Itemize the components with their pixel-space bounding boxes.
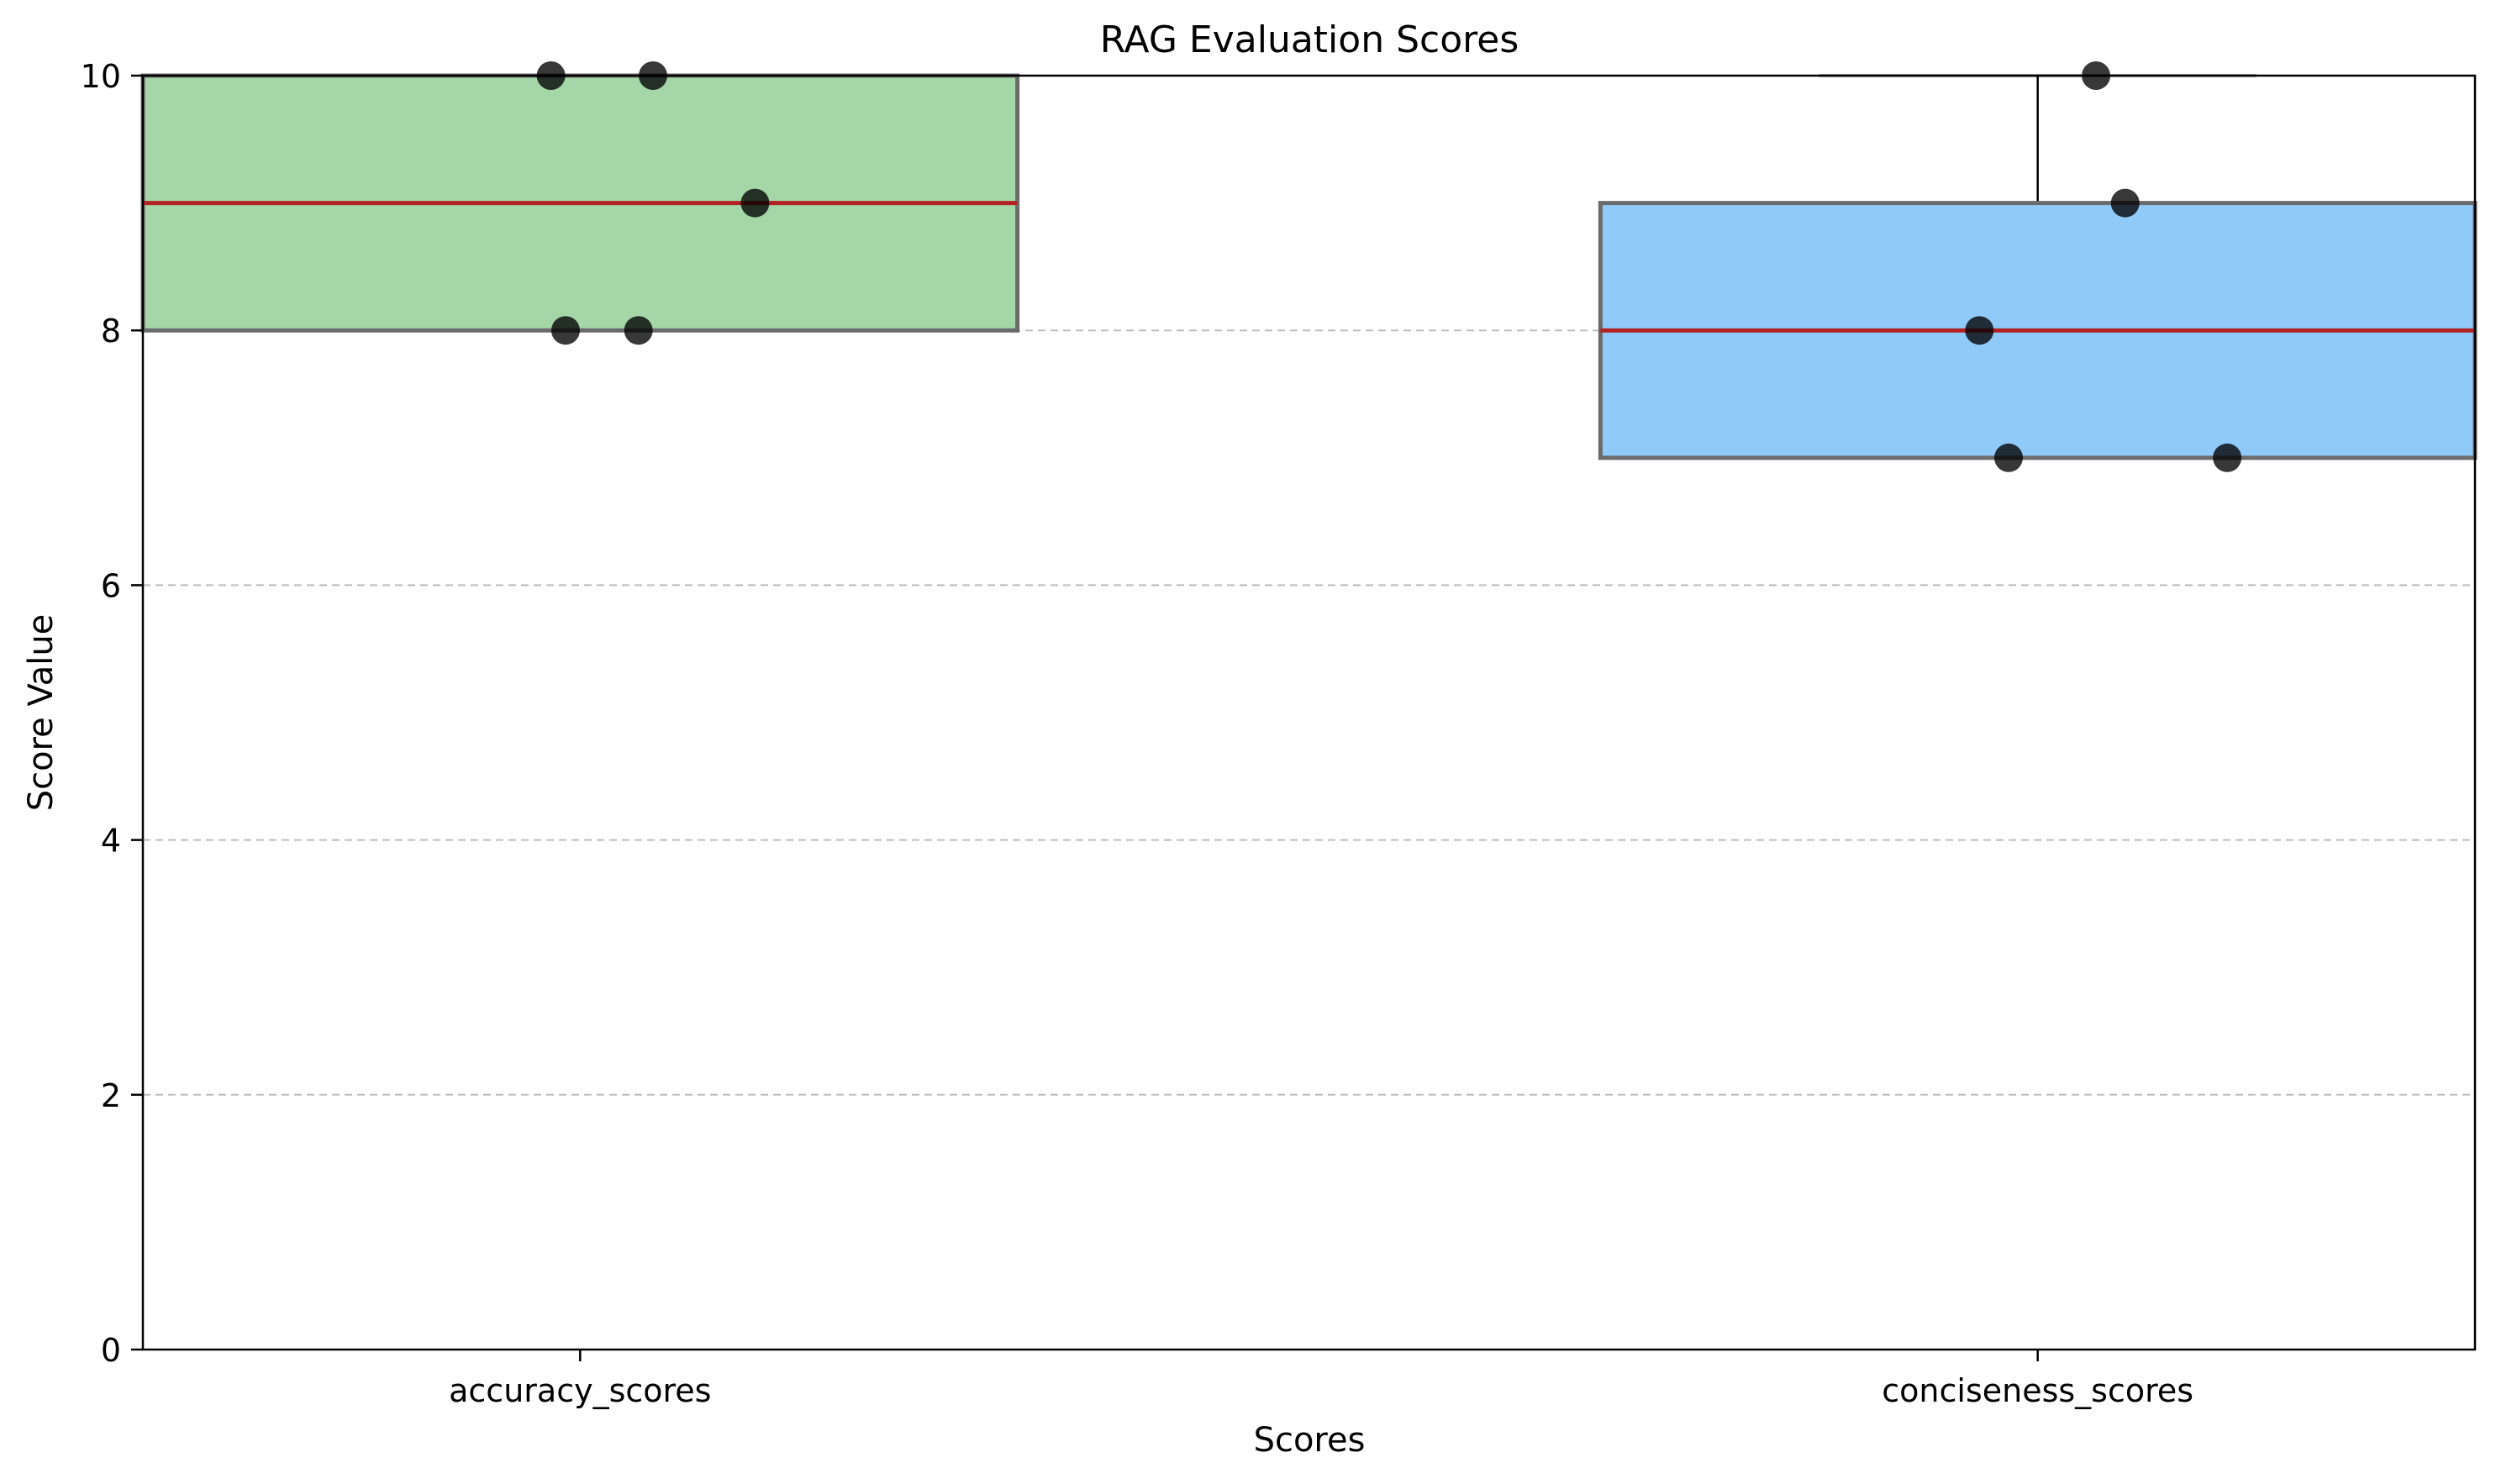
x-tick-label: accuracy_scores <box>449 1372 711 1409</box>
data-point <box>1994 443 2023 472</box>
x-axis-ticks: accuracy_scores conciseness_scores <box>449 1350 2193 1409</box>
y-axis-ticks: 0 2 4 6 8 10 <box>81 58 143 1369</box>
y-tick-label: 6 <box>101 567 121 604</box>
median-lines <box>143 201 2475 333</box>
y-tick-label: 0 <box>101 1332 121 1369</box>
chart-title: RAG Evaluation Scores <box>1100 18 1519 61</box>
x-tick-label: conciseness_scores <box>1882 1372 2193 1409</box>
y-tick-label: 4 <box>101 823 121 860</box>
data-point <box>2213 443 2242 472</box>
data-points <box>536 61 2242 472</box>
data-point <box>624 316 653 345</box>
y-tick-label: 10 <box>81 58 121 95</box>
data-point <box>740 188 770 218</box>
plot-area-frame <box>141 74 2477 1351</box>
x-axis-label: Scores <box>1254 1421 1366 1460</box>
y-tick-label: 2 <box>101 1077 121 1114</box>
data-point <box>1965 316 1994 345</box>
data-point <box>550 316 580 345</box>
y-axis-label: Score Value <box>22 614 61 812</box>
y-tick-label: 8 <box>101 313 121 350</box>
data-point <box>2110 188 2140 218</box>
